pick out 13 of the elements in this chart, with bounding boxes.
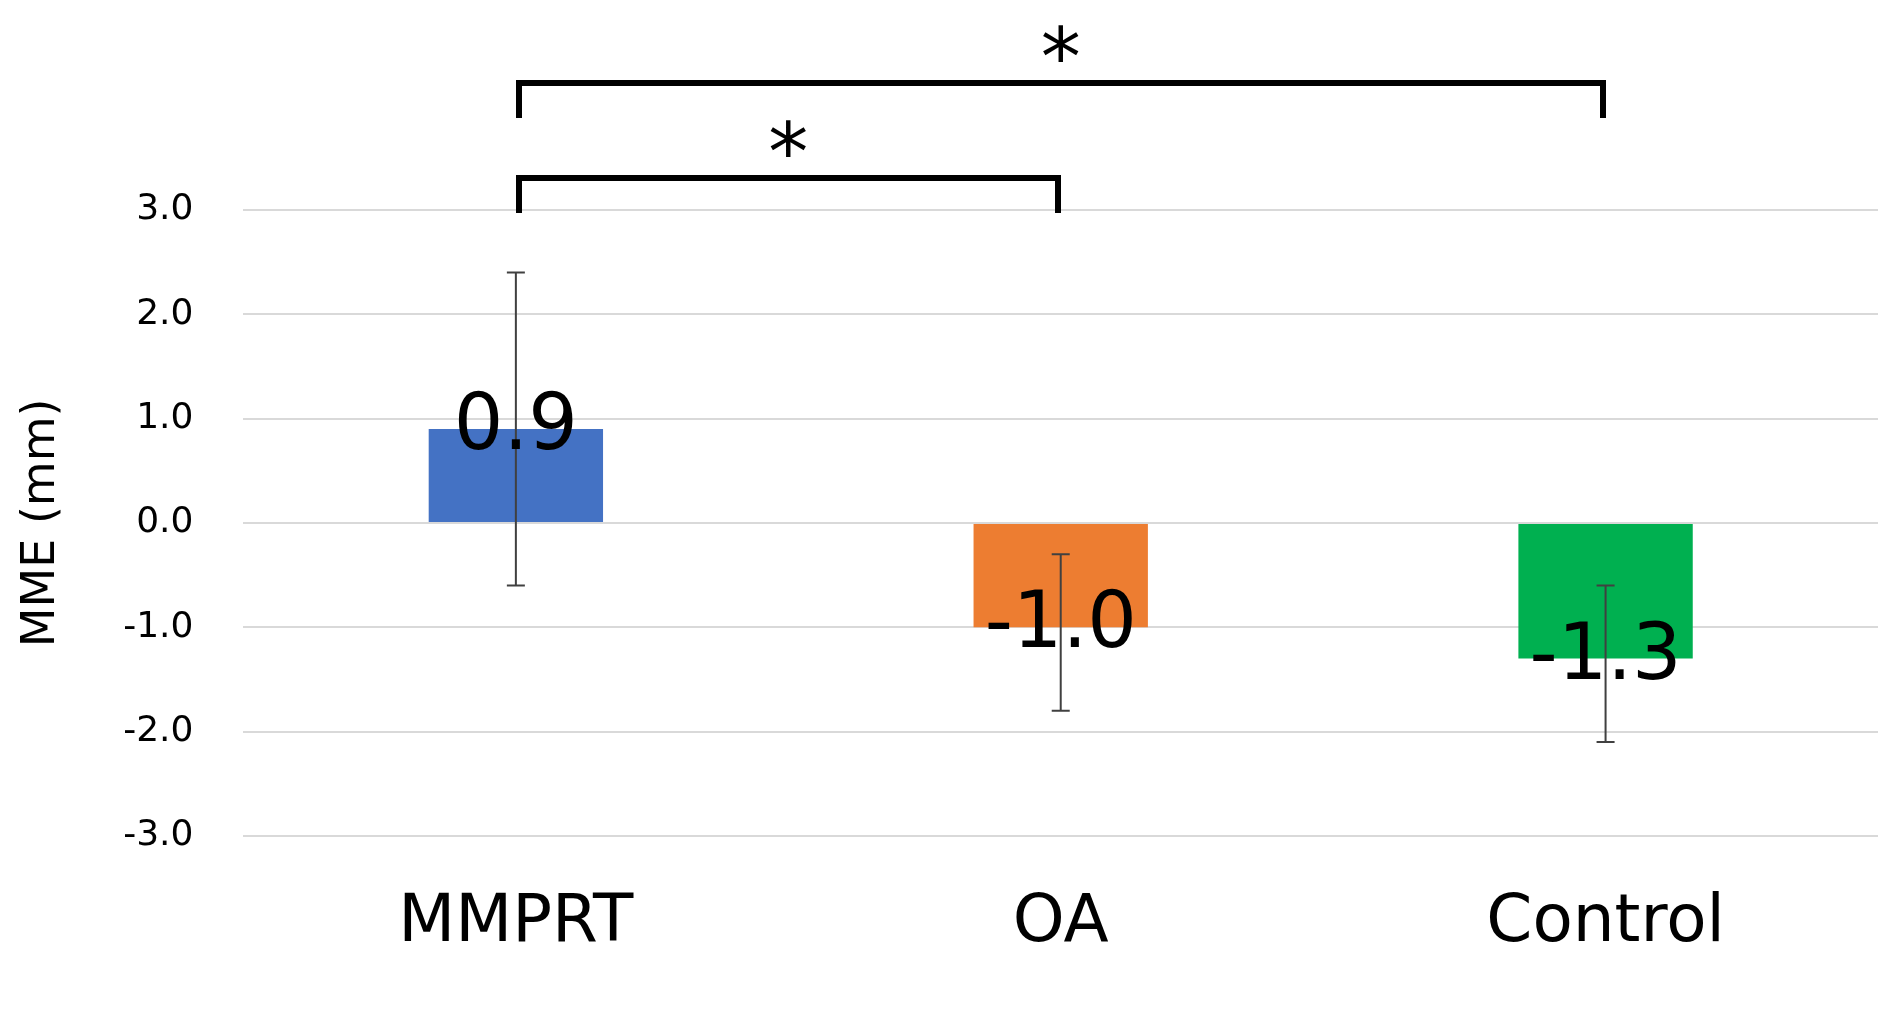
y-tick-label: 3.0 <box>136 186 194 228</box>
y-tick-label: 2.0 <box>136 290 194 332</box>
x-tick-label: Control <box>1486 879 1725 957</box>
y-axis-title: MME (mm) <box>10 398 65 648</box>
y-tick-label: -1.0 <box>123 603 194 645</box>
y-tick-label: 1.0 <box>136 394 194 436</box>
x-tick-label: OA <box>1012 879 1109 957</box>
text: * <box>768 106 809 199</box>
x-tick-label: MMPRT <box>398 879 635 957</box>
y-tick-label: 0.0 <box>136 499 194 541</box>
y-tick-label: -2.0 <box>123 707 194 749</box>
text: * <box>1040 11 1081 104</box>
y-tick-label: -3.0 <box>123 812 194 854</box>
